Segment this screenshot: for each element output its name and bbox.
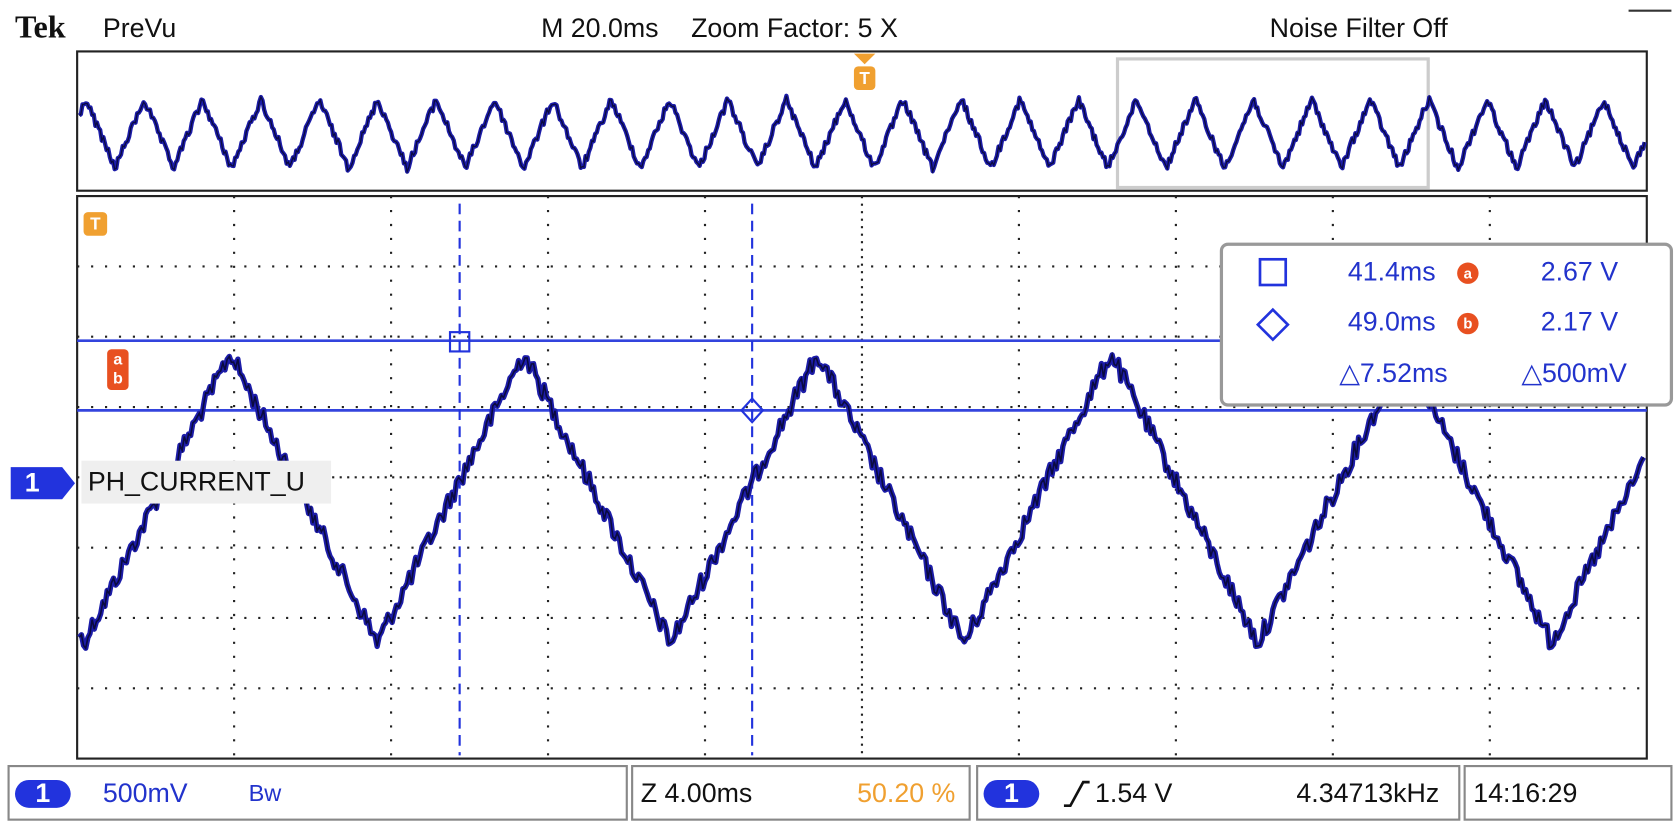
readout-cursor-2-icon xyxy=(1255,307,1290,342)
cursor-2-marker xyxy=(739,396,765,424)
trigger-pointer xyxy=(853,53,876,65)
zoom-window xyxy=(1115,57,1430,190)
channel-marker xyxy=(10,467,75,500)
cursor-a-tag: a xyxy=(113,350,123,368)
trigger-level: 1.54 V xyxy=(1095,778,1173,808)
channel-label-box xyxy=(81,460,332,504)
readout-b-icon xyxy=(1457,312,1479,335)
trigger-level-marker xyxy=(83,212,108,236)
cursor-b-value: 2.17 V xyxy=(1541,307,1619,337)
vertical-scale: 500mV xyxy=(103,778,188,808)
clock: 14:16:29 xyxy=(1473,778,1577,808)
trigger-channel: 1 xyxy=(1004,778,1019,808)
bandwidth-limit: Bw xyxy=(249,780,283,806)
delta-time: △7.52ms xyxy=(1339,358,1447,388)
noise-filter: Noise Filter Off xyxy=(1270,13,1449,43)
brand: Tek xyxy=(15,8,66,44)
footer-time-box xyxy=(1463,765,1673,821)
frequency: 4.34713kHz xyxy=(1296,778,1439,808)
overview-core xyxy=(78,94,1646,174)
cursor-1-marker xyxy=(448,331,471,353)
trigger-channel-pill xyxy=(983,780,1040,808)
cursor-b-tag: b xyxy=(113,370,123,388)
readout-b-label: b xyxy=(1463,316,1472,333)
cursor-2-time: 49.0ms xyxy=(1348,307,1436,337)
cursor-ab-marker xyxy=(107,349,129,390)
readout-cursor-1-icon xyxy=(1258,257,1288,287)
footer-zoom-box xyxy=(631,765,971,821)
cursor-a-value: 2.67 V xyxy=(1541,256,1619,286)
delta-volt: △500mV xyxy=(1521,358,1627,388)
footer-channel-box xyxy=(7,765,628,821)
trigger-marker-label: T xyxy=(859,68,870,88)
cursor-1-time: 41.4ms xyxy=(1348,256,1436,286)
readout-box xyxy=(1219,242,1674,407)
trigger-marker xyxy=(853,66,876,90)
footer-trigger-box xyxy=(976,765,1461,821)
channel-number: 1 xyxy=(25,467,40,497)
readout-a-icon xyxy=(1457,262,1479,284)
rising-edge-icon xyxy=(1063,780,1090,808)
footer-channel-pill xyxy=(15,780,71,808)
trigger-level-label: T xyxy=(90,214,101,234)
timebase: M 20.0ms xyxy=(541,13,659,43)
zoom-position: 50.20 % xyxy=(857,778,955,808)
zoom-factor: Zoom Factor: 5 X xyxy=(691,13,898,43)
mode: PreVu xyxy=(103,13,176,43)
zoom-scale: Z 4.00ms xyxy=(641,778,753,808)
footer-channel: 1 xyxy=(35,778,50,808)
readout-a-label: a xyxy=(1464,265,1473,282)
channel-label: PH_CURRENT_U xyxy=(88,466,305,496)
overview-waveform xyxy=(77,93,1647,174)
